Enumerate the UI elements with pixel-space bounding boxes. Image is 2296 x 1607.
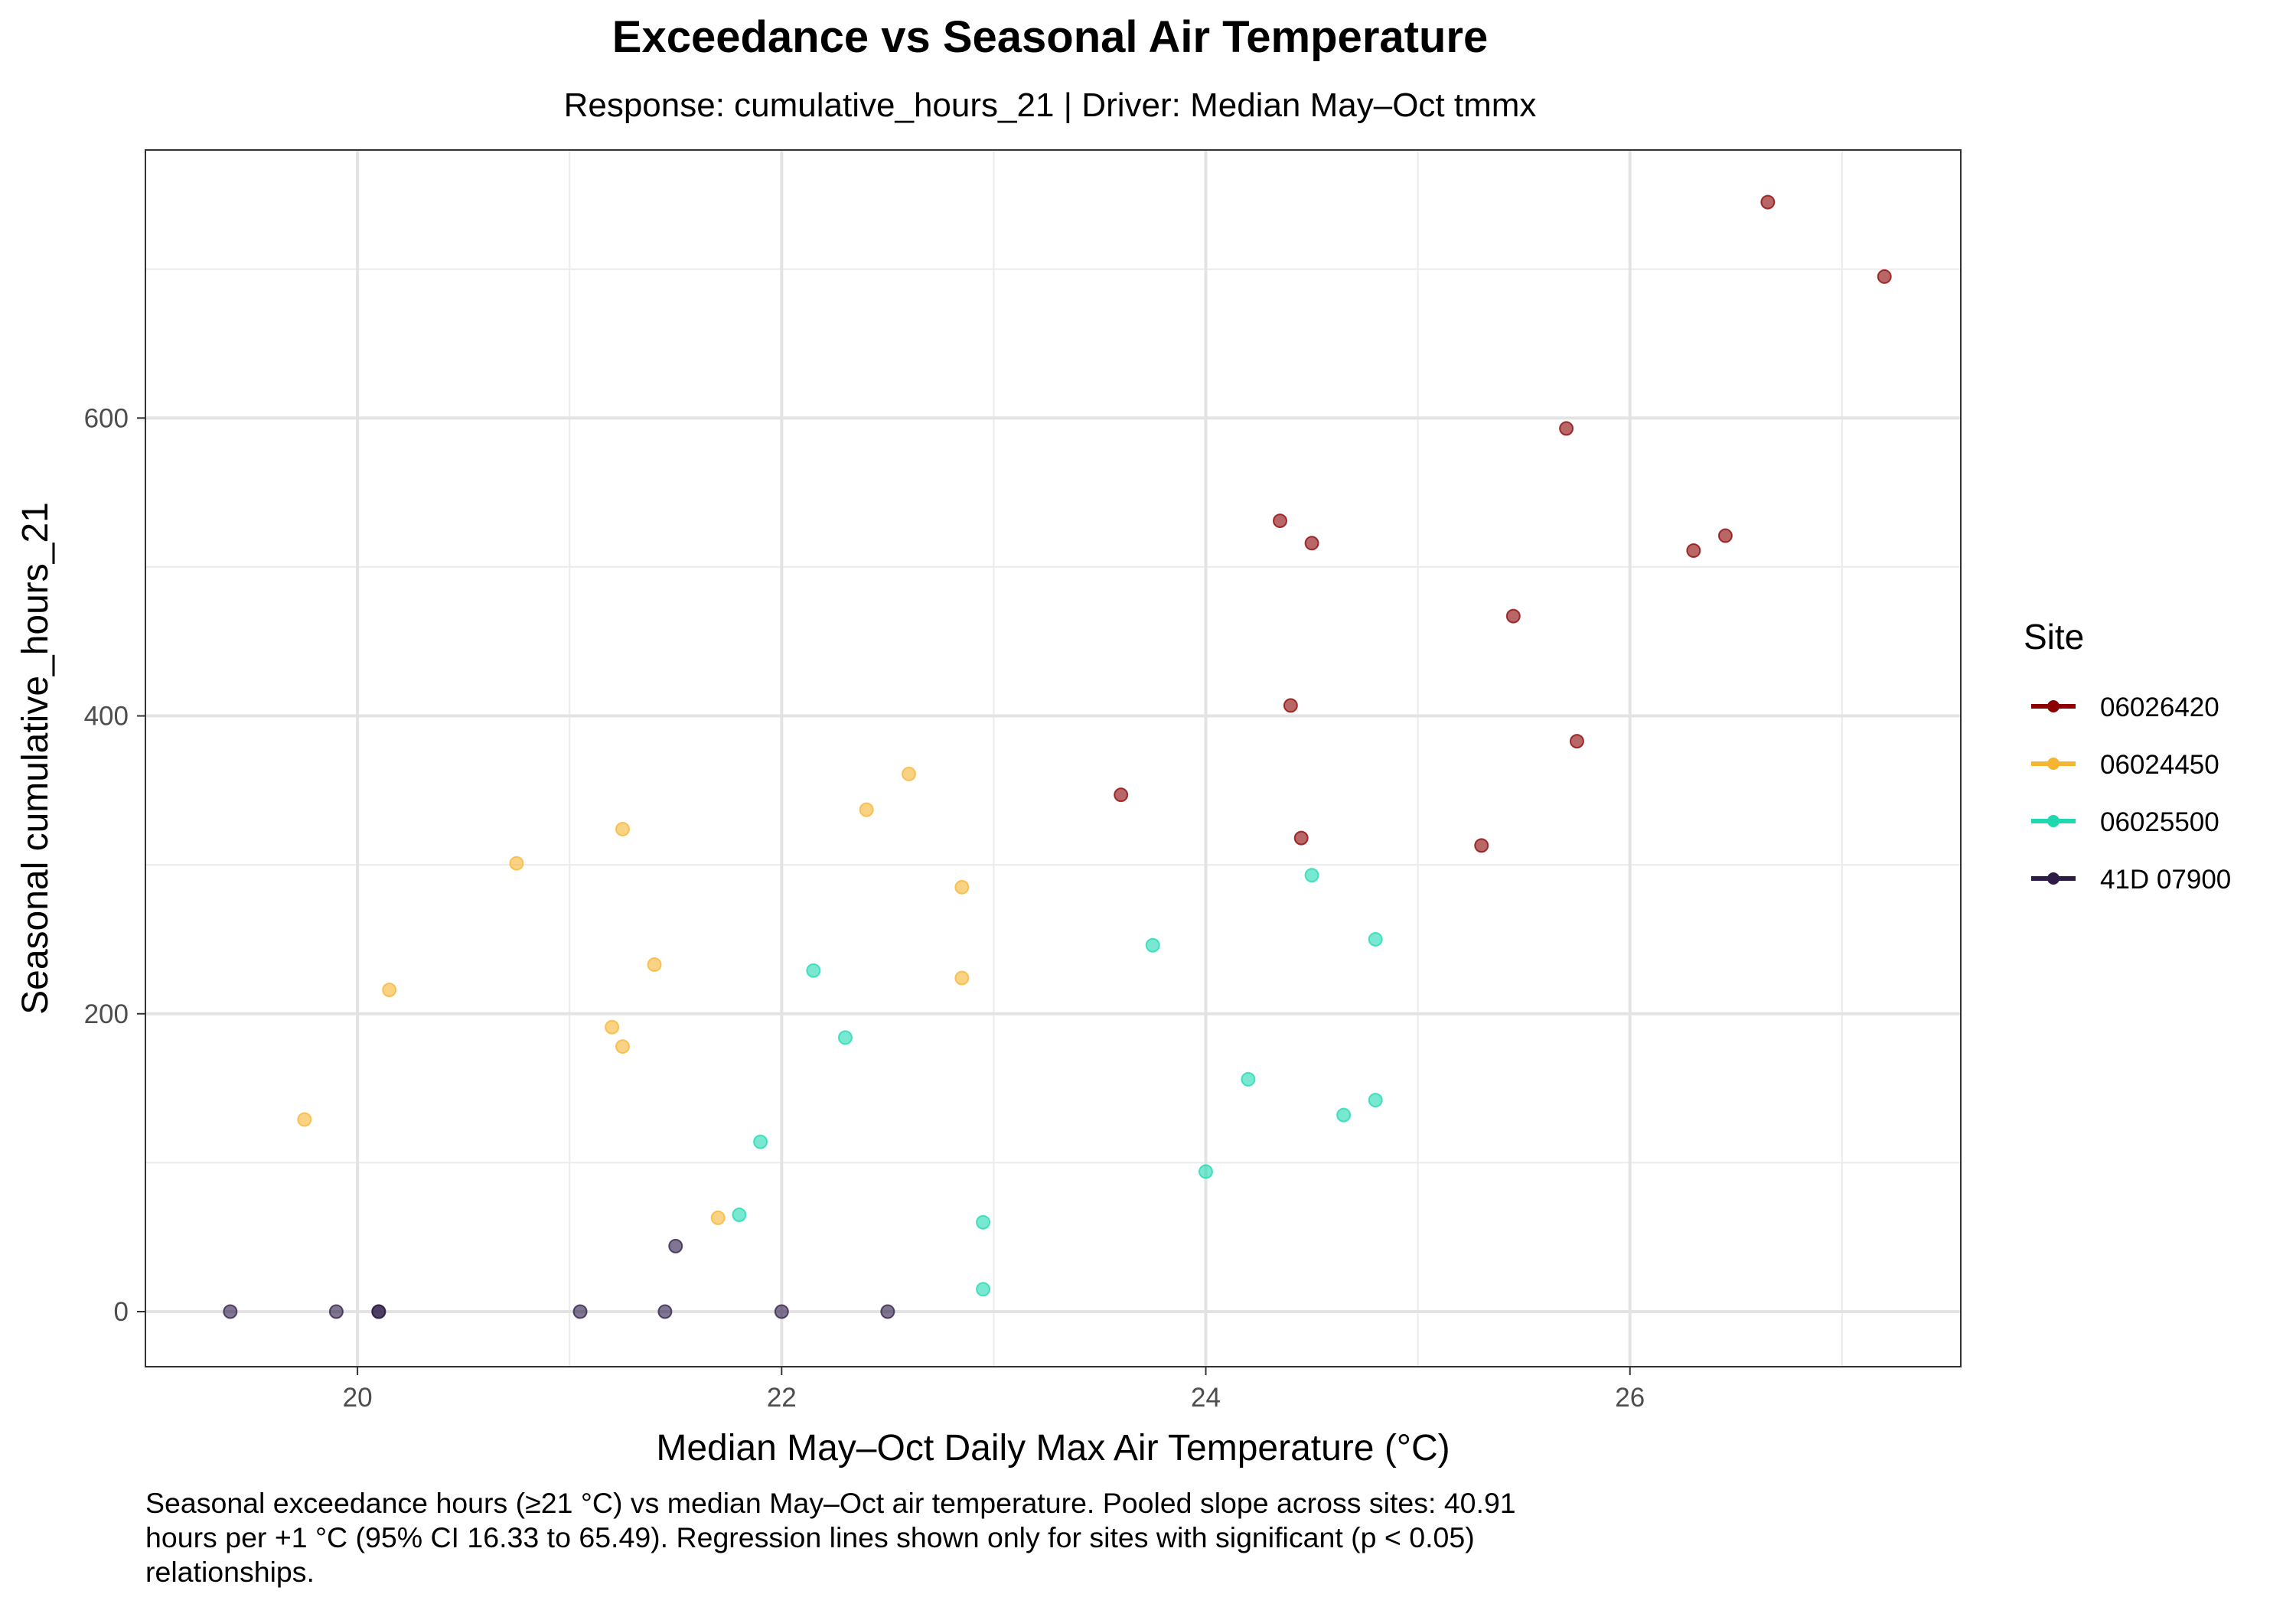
- data-point: [1505, 608, 1521, 624]
- data-point: [1199, 1164, 1214, 1179]
- data-point: [382, 983, 397, 998]
- legend-key-point: [2047, 872, 2060, 885]
- data-point: [1686, 543, 1701, 559]
- data-point: [668, 1238, 683, 1253]
- y-tick-label: 200: [84, 999, 129, 1029]
- legend: Site 06026420 06024450 06025500 41D 07900: [2024, 617, 2231, 895]
- data-point: [1283, 698, 1298, 713]
- data-point: [371, 1304, 386, 1319]
- x-tick-label: 22: [767, 1383, 797, 1413]
- legend-key-point: [2047, 758, 2060, 770]
- data-point: [1293, 830, 1309, 846]
- y-tick-label: 0: [114, 1297, 129, 1327]
- data-point: [1474, 838, 1489, 853]
- data-point: [753, 1134, 768, 1149]
- legend-label: 06024450: [2100, 750, 2219, 780]
- plot-panel: [145, 150, 1961, 1367]
- x-tick-label: 24: [1191, 1383, 1221, 1413]
- legend-key-point: [2047, 815, 2060, 827]
- data-point: [1368, 931, 1383, 947]
- legend-label: 41D 07900: [2100, 865, 2231, 895]
- legend-label: 06025500: [2100, 807, 2219, 837]
- y-tick-label: 600: [84, 403, 129, 433]
- data-point: [1304, 536, 1319, 551]
- data-point: [732, 1207, 747, 1222]
- grid-major: [145, 150, 1961, 1367]
- data-point: [859, 802, 874, 817]
- data-point: [328, 1304, 344, 1319]
- data-point: [954, 970, 970, 986]
- legend-item: 06026420: [2031, 693, 2219, 722]
- caption-line: hours per +1 °C (95% CI 16.33 to 65.49).…: [145, 1521, 1475, 1553]
- data-point: [806, 963, 821, 978]
- data-point: [902, 766, 917, 781]
- series-06025500: [732, 868, 1383, 1297]
- data-points: [223, 194, 1892, 1319]
- data-point: [1559, 421, 1574, 436]
- legend-label: 06026420: [2100, 693, 2219, 722]
- caption-line: Seasonal exceedance hours (≥21 °C) vs me…: [145, 1487, 1516, 1519]
- series-06026420: [1114, 194, 1892, 853]
- legend-title: Site: [2024, 617, 2084, 657]
- x-tick-label: 26: [1615, 1383, 1645, 1413]
- data-point: [880, 1304, 895, 1319]
- data-point: [1760, 194, 1776, 210]
- chart-subtitle: Response: cumulative_hours_21 | Driver: …: [564, 86, 1537, 124]
- data-point: [976, 1282, 991, 1297]
- data-point: [223, 1304, 238, 1319]
- data-point: [1877, 269, 1892, 284]
- data-point: [837, 1030, 853, 1045]
- data-point: [1368, 1093, 1383, 1108]
- series-41D-07900: [223, 1238, 895, 1319]
- data-point: [297, 1112, 312, 1127]
- y-axis-label: Seasonal cumulative_hours_21: [15, 502, 56, 1015]
- data-point: [605, 1019, 620, 1035]
- data-point: [710, 1210, 726, 1225]
- data-point: [1569, 734, 1584, 749]
- x-axis-label: Median May–Oct Daily Max Air Temperature…: [656, 1428, 1450, 1468]
- chart-title: Exceedance vs Seasonal Air Temperature: [612, 12, 1488, 62]
- data-point: [1145, 937, 1160, 953]
- x-tick-label: 20: [343, 1383, 373, 1413]
- y-axis: 0 200 400 600: [84, 403, 145, 1327]
- data-point: [954, 879, 970, 895]
- data-point: [1114, 787, 1129, 803]
- y-tick-label: 400: [84, 702, 129, 732]
- legend-items: 06026420 06024450 06025500 41D 07900: [2031, 693, 2231, 895]
- caption: Seasonal exceedance hours (≥21 °C) vs me…: [145, 1486, 1791, 1589]
- grid-minor: [145, 150, 1961, 1367]
- data-point: [1241, 1071, 1256, 1087]
- data-point: [647, 957, 662, 973]
- data-point: [774, 1304, 789, 1319]
- caption-line: relationships.: [145, 1556, 315, 1588]
- series-06024450: [297, 766, 970, 1225]
- data-point: [1717, 528, 1733, 543]
- legend-item: 41D 07900: [2031, 865, 2231, 895]
- data-point: [657, 1304, 673, 1319]
- data-point: [1336, 1107, 1352, 1123]
- x-axis: 20 22 24 26: [343, 1367, 1645, 1413]
- legend-item: 06025500: [2031, 807, 2219, 837]
- legend-key-point: [2047, 700, 2060, 712]
- plot-border: [145, 149, 1962, 1367]
- data-point: [615, 821, 630, 836]
- data-point: [572, 1304, 588, 1319]
- data-point: [1273, 513, 1287, 529]
- legend-item: 06024450: [2031, 750, 2219, 780]
- data-point: [615, 1039, 630, 1054]
- data-point: [1304, 868, 1319, 883]
- data-point: [976, 1214, 991, 1230]
- data-point: [509, 856, 524, 871]
